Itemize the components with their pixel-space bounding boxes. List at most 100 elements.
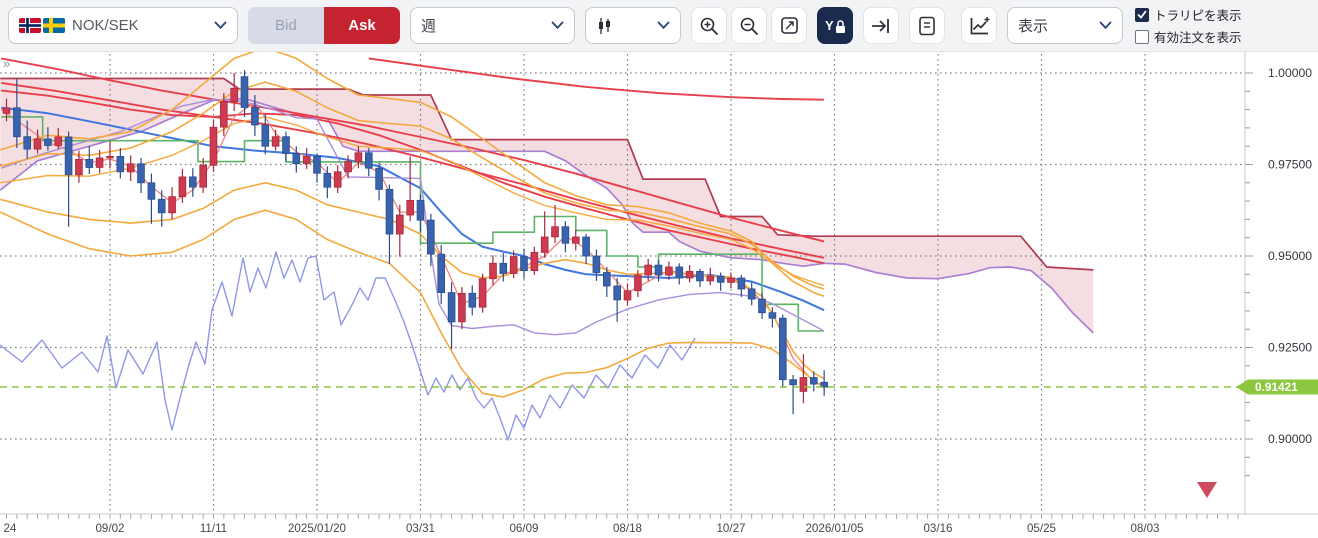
chevron-down-icon xyxy=(657,21,670,30)
fit-screen-button[interactable] xyxy=(771,7,807,44)
candle-body xyxy=(240,76,249,108)
date-axis-label: 11/11 xyxy=(200,522,227,535)
candle-body xyxy=(572,236,580,244)
candle-body xyxy=(634,274,642,292)
bid-ask-toggle: Bid Ask xyxy=(248,7,400,44)
price-axis-label: 0.97500 xyxy=(1268,158,1312,172)
price-axis-label: 0.95000 xyxy=(1268,249,1312,263)
candle-body xyxy=(354,152,363,163)
candle-body xyxy=(489,262,497,280)
candle-body xyxy=(230,88,239,103)
chart-background xyxy=(0,52,1318,538)
chevron-down-icon xyxy=(1099,21,1112,30)
timeframe-select[interactable]: 週 xyxy=(410,7,575,44)
zoom-in-button[interactable] xyxy=(691,7,727,44)
candlestick-chart-canvas[interactable]: 1.00000 0.97500 0.95000 0.92500 0.90000 0.914… xyxy=(0,52,1318,538)
chart-type-select[interactable] xyxy=(585,7,681,44)
candle-body xyxy=(654,264,663,276)
candle-body xyxy=(799,377,808,392)
candle-body xyxy=(644,264,652,276)
currency-pair-select[interactable]: NOK/SEK xyxy=(8,7,238,44)
date-axis-label: 08/03 xyxy=(1130,522,1159,535)
chart-area: » 1.00000 0.97500 0.95000 0.92500 0.90000 0.9… xyxy=(0,52,1318,538)
candle-body xyxy=(789,379,797,386)
plot-region[interactable] xyxy=(0,52,1245,514)
date-axis[interactable]: 24 09/02 11/11 2025/01/20 03/31 06/09 08/18 10/… xyxy=(0,513,1318,535)
price-axis[interactable]: 1.00000 0.97500 0.95000 0.92500 0.90000 xyxy=(1244,52,1312,514)
candle-body xyxy=(623,290,632,301)
candle-body xyxy=(665,266,673,276)
date-axis-label: 2025/01/20 xyxy=(288,522,346,535)
candle-body xyxy=(344,161,352,173)
candle-body xyxy=(157,198,166,214)
candle-body xyxy=(561,226,570,244)
long-ma-red-1 xyxy=(1,57,825,243)
toolbar: NOK/SEK Bid Ask 週 xyxy=(0,0,1318,52)
currency-pair-label: NOK/SEK xyxy=(72,17,139,34)
candle-body xyxy=(737,277,746,290)
candle-body xyxy=(499,262,508,274)
candle-body xyxy=(551,226,559,238)
date-axis-label: 05/25 xyxy=(1027,522,1056,535)
candle-body xyxy=(592,255,601,273)
candle-body xyxy=(333,171,342,188)
candle-body xyxy=(520,256,528,271)
ask-button[interactable]: Ask xyxy=(324,7,400,44)
candle-body xyxy=(747,288,756,300)
date-axis-label: 03/31 xyxy=(406,522,435,535)
active-orders-checkbox-row[interactable]: 有効注文を表示 xyxy=(1135,27,1242,46)
candle-body xyxy=(178,176,187,198)
candle-body xyxy=(75,159,83,176)
bollinger-lower-2 xyxy=(0,209,825,398)
chevron-down-icon xyxy=(551,21,564,30)
date-axis-label: 2026/01/05 xyxy=(805,522,863,535)
date-axis-label: 09/02 xyxy=(95,522,124,535)
arrow-to-bar-icon xyxy=(872,18,889,33)
kijun-green xyxy=(1,116,825,332)
zoom-out-icon xyxy=(740,17,758,35)
candle-body xyxy=(282,136,290,154)
candle-body xyxy=(302,156,311,165)
go-to-latest-button[interactable] xyxy=(863,7,899,44)
order-note-button[interactable] xyxy=(909,7,945,44)
candle-body xyxy=(2,107,11,114)
long-ma-red-4 xyxy=(368,57,825,101)
norway-flag-icon xyxy=(19,18,41,33)
candle-body xyxy=(33,138,42,150)
candle-body xyxy=(13,107,21,138)
date-axis-label: 08/18 xyxy=(613,522,642,535)
envelope-zigzag xyxy=(0,251,696,441)
zoom-out-button[interactable] xyxy=(731,7,767,44)
candle-body xyxy=(447,292,456,323)
y-axis-lock-button[interactable]: Y xyxy=(817,7,853,44)
candle-body xyxy=(727,277,735,283)
toraripi-checkbox-row[interactable]: トラリピを表示 xyxy=(1135,5,1242,24)
candle-body xyxy=(458,292,466,323)
down-triangle-marker[interactable] xyxy=(1197,482,1217,498)
candle-body xyxy=(64,136,73,176)
bid-button[interactable]: Bid xyxy=(248,7,324,44)
bollinger-upper-1 xyxy=(0,116,825,286)
candle-body xyxy=(95,157,104,168)
candle-body xyxy=(540,236,549,253)
candle-body xyxy=(323,172,332,188)
zoom-button-group xyxy=(691,7,807,44)
candle-body xyxy=(716,275,725,283)
candle-body xyxy=(768,312,777,319)
display-menu-select[interactable]: 表示 xyxy=(1007,7,1123,44)
candle-body xyxy=(168,196,176,214)
candle-body xyxy=(147,182,156,200)
date-axis-label: 06/09 xyxy=(509,522,538,535)
add-indicator-button[interactable] xyxy=(961,7,997,44)
candle-body xyxy=(44,138,52,146)
candle-body xyxy=(188,176,197,188)
zoom-in-icon xyxy=(700,17,718,35)
checked-checkbox-icon[interactable] xyxy=(1135,7,1149,22)
candle-body xyxy=(251,107,259,126)
fit-screen-icon xyxy=(780,17,798,34)
panel-expand-icon[interactable]: » xyxy=(3,56,11,71)
candle-body xyxy=(395,214,404,235)
ichimoku-cloud xyxy=(0,78,1094,333)
unchecked-checkbox-icon[interactable] xyxy=(1135,29,1149,44)
